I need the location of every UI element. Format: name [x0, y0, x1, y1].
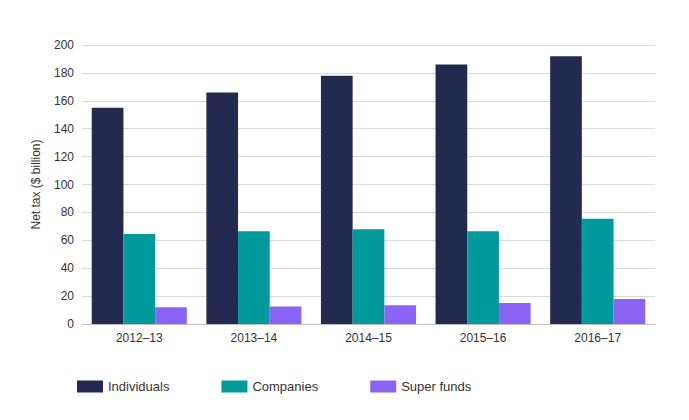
svg-text:60: 60 — [61, 233, 75, 247]
svg-text:140: 140 — [54, 122, 74, 136]
svg-text:0: 0 — [67, 317, 74, 331]
svg-text:2015–16: 2015–16 — [460, 331, 507, 345]
svg-text:40: 40 — [61, 261, 75, 275]
svg-text:Individuals: Individuals — [108, 379, 170, 394]
svg-text:100: 100 — [54, 178, 74, 192]
svg-text:2014–15: 2014–15 — [345, 331, 392, 345]
svg-text:200: 200 — [54, 38, 74, 52]
svg-text:Net tax ($ billion): Net tax ($ billion) — [29, 139, 43, 229]
svg-text:2012–13: 2012–13 — [116, 331, 163, 345]
svg-text:20: 20 — [61, 289, 75, 303]
svg-text:160: 160 — [54, 94, 74, 108]
svg-text:2013–14: 2013–14 — [231, 331, 278, 345]
svg-text:120: 120 — [54, 150, 74, 164]
svg-text:Companies: Companies — [252, 379, 318, 394]
svg-text:80: 80 — [61, 205, 75, 219]
svg-text:180: 180 — [54, 66, 74, 80]
svg-text:2016–17: 2016–17 — [574, 331, 621, 345]
svg-text:Super funds: Super funds — [401, 379, 472, 394]
